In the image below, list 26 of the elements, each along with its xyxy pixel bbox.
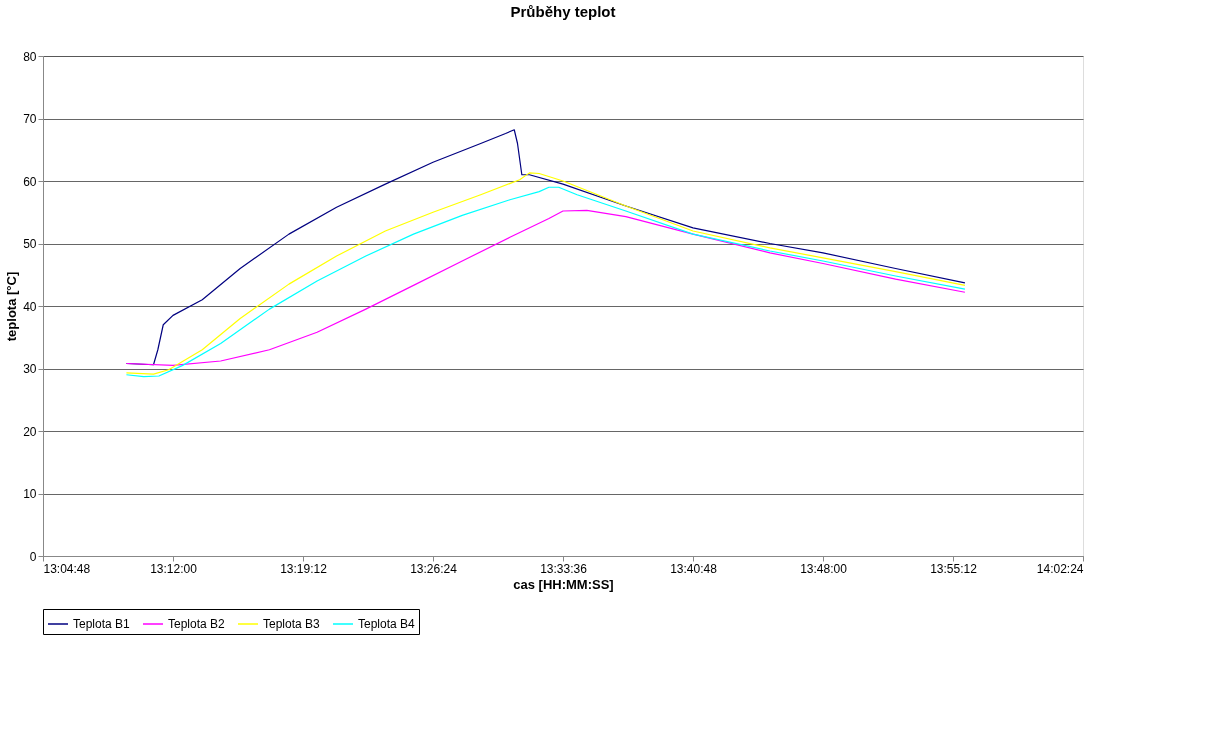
y-tick-label: 30: [23, 362, 37, 376]
y-tick-label: 50: [23, 237, 37, 251]
chart-title: Průběhy teplot: [510, 3, 616, 20]
y-tick-label: 60: [23, 174, 37, 189]
line-series: [125, 209, 966, 366]
y-tick-label: 40: [23, 299, 37, 314]
y-tick-label: 10: [23, 487, 37, 501]
x-tick-label: 13:55:12: [930, 561, 978, 576]
x-axis-title: cas [HH:MM:SS]: [513, 576, 614, 592]
x-tick-label: 13:26:24: [410, 561, 458, 576]
x-tick-label: 13:19:12: [280, 561, 328, 576]
y-tick-label: 70: [23, 112, 37, 126]
x-tick-label: 13:12:00: [150, 561, 198, 576]
y-tick-label: 20: [23, 424, 37, 439]
legend-label: Teplota B3: [263, 617, 321, 631]
x-tick-label: 14:02:24: [1036, 561, 1084, 576]
x-tick-label: 13:33:36: [540, 561, 588, 576]
y-axis-title: teplota [°C]: [4, 271, 20, 342]
y-tick-label: 80: [23, 49, 37, 64]
legend-label: Teplota B2: [168, 617, 226, 631]
legend-label: Teplota B1: [73, 617, 131, 631]
y-tick-label: 0: [29, 549, 37, 564]
x-tick-label: 13:48:00: [800, 561, 848, 576]
legend-label: Teplota B4: [358, 617, 416, 631]
x-tick-label: 13:40:48: [670, 561, 718, 576]
x-tick-label: 13:04:48: [43, 561, 91, 576]
